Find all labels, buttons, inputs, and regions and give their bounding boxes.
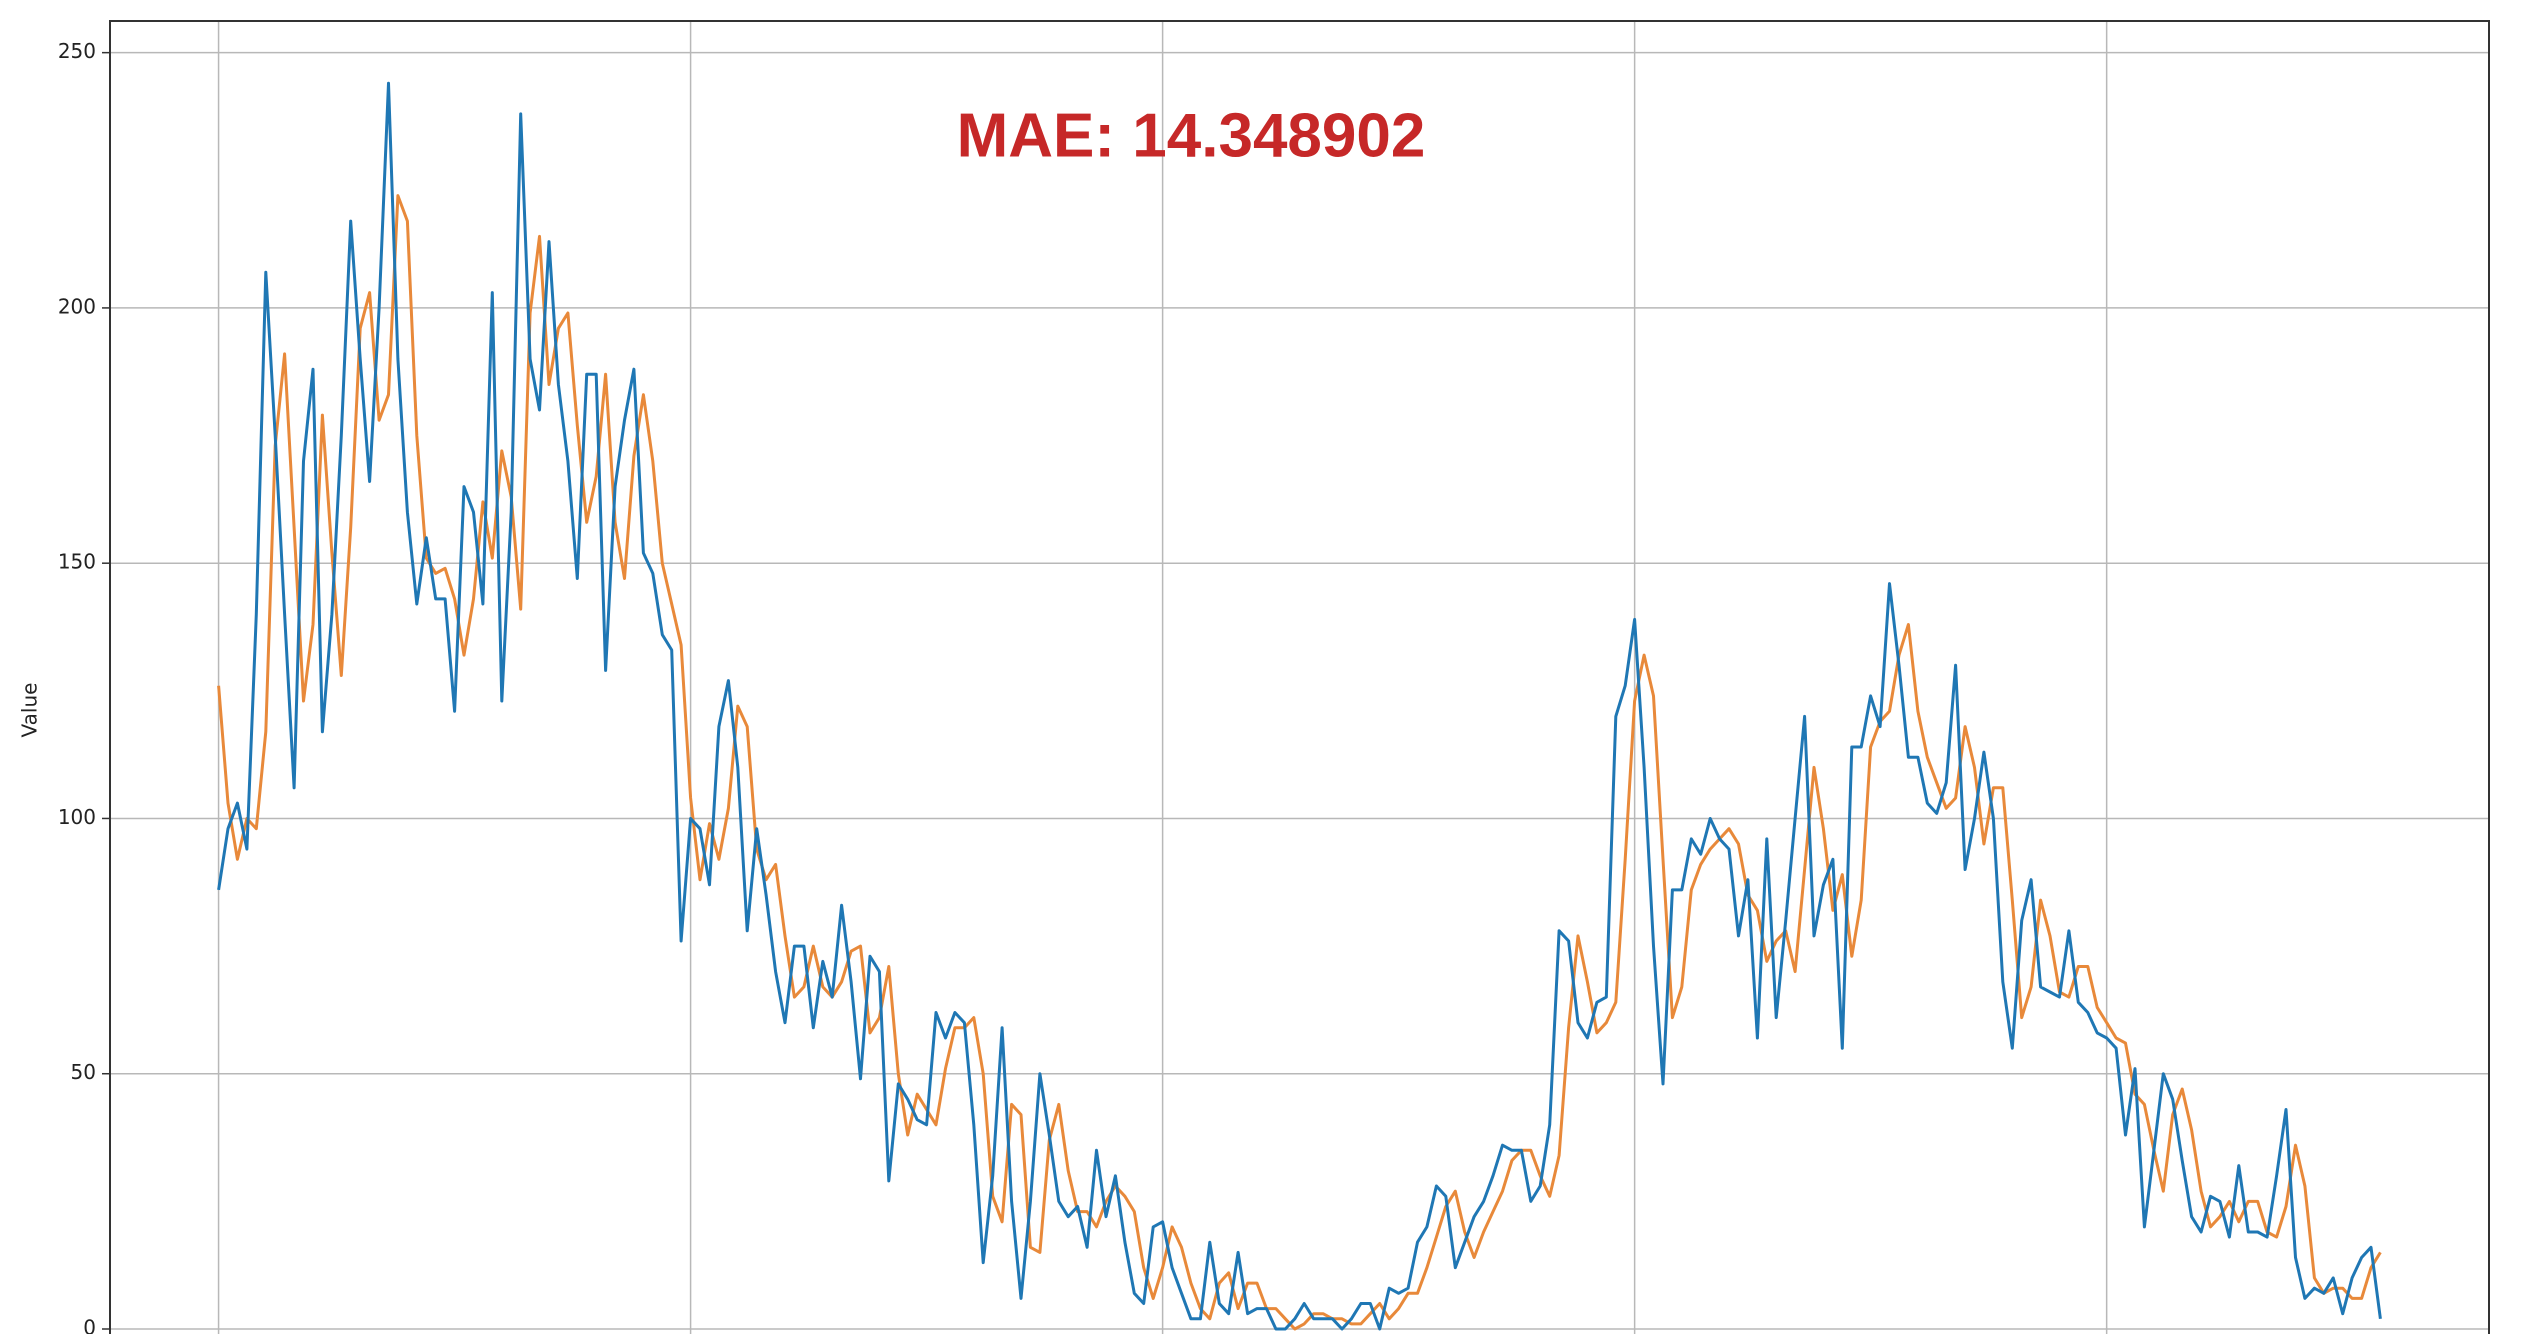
- series-line: [217, 81, 2382, 1331]
- series-line: [217, 194, 2382, 1331]
- y-tick-label: 250: [58, 39, 96, 63]
- y-tick-label: 100: [58, 805, 96, 829]
- y-tick-label: 150: [58, 550, 96, 574]
- annotation: MAE: 14.348902: [957, 101, 1426, 170]
- plot-area: [217, 81, 2382, 1331]
- y-axis-label: Value: [18, 683, 42, 738]
- y-tick-label: 200: [58, 294, 96, 318]
- y-tick-label: 50: [71, 1060, 96, 1084]
- axes-frame: [109, 20, 2490, 1334]
- y-tick-label: 0: [83, 1316, 96, 1334]
- grid: [110, 21, 2489, 1334]
- ticks: 0 50 100 150 200 250: [58, 39, 110, 1334]
